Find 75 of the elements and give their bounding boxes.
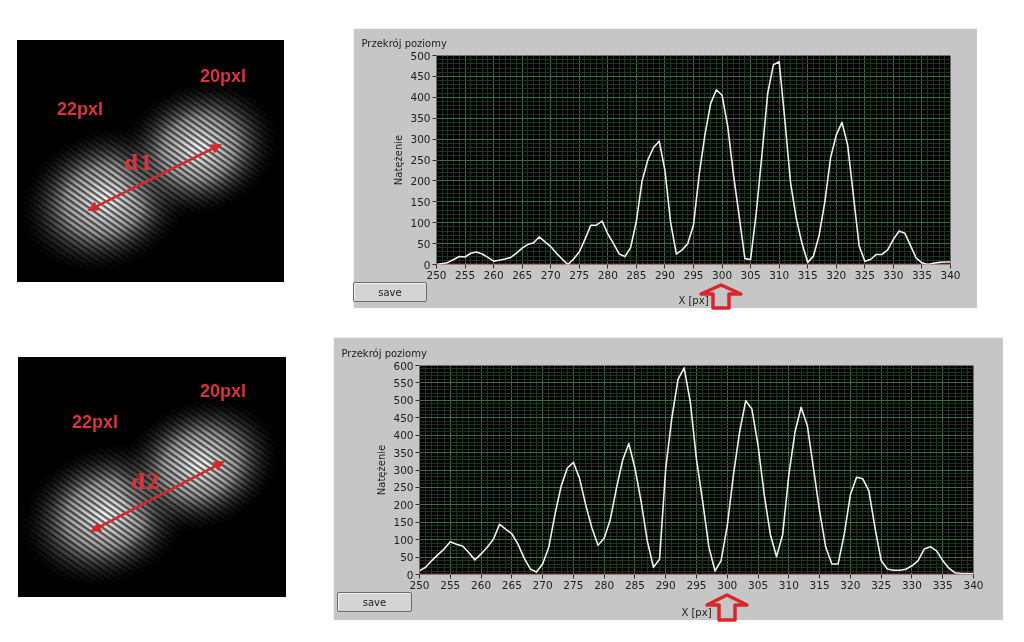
y-tick-label: 200 — [393, 498, 414, 511]
x-tick-label: 285 — [624, 578, 645, 591]
y-tick-label: 600 — [393, 359, 414, 372]
y-tick-label: 450 — [393, 411, 414, 424]
y-tick-label: 500 — [410, 49, 431, 62]
x-tick-label: 340 — [963, 578, 984, 591]
y-tick-label: 300 — [410, 133, 431, 146]
x-tick-label: 295 — [686, 578, 707, 591]
y-tick-label: 50 — [400, 551, 414, 564]
x-tick-label: 260 — [471, 578, 492, 591]
y-tick-label: 250 — [393, 481, 414, 494]
x-tick-label: 280 — [594, 578, 615, 591]
x-tick-label: 260 — [483, 268, 504, 281]
text: save — [337, 592, 412, 612]
y-tick-label: 350 — [410, 112, 431, 125]
x-tick-label: 335 — [911, 268, 932, 281]
x-tick-label: 300 — [717, 578, 738, 591]
text: 20pxl — [200, 66, 247, 86]
x-tick-label: 255 — [455, 268, 476, 281]
x-tick-label: 300 — [712, 268, 733, 281]
y-tick-label: 350 — [393, 446, 414, 459]
y-tick-label: 400 — [410, 91, 431, 104]
y-tick-label: 450 — [410, 70, 431, 83]
chart-title: Przekrój poziomy — [361, 38, 447, 49]
x-tick-label: 295 — [683, 268, 704, 281]
y-tick-label: 200 — [410, 174, 431, 187]
x-tick-label: 325 — [871, 578, 892, 591]
x-tick-label: 320 — [826, 268, 847, 281]
text: 22pxl — [57, 99, 104, 119]
x-axis-title: X [px] — [678, 294, 709, 306]
x-tick-label: 330 — [901, 578, 922, 591]
y-axis-title: Natężenie — [393, 134, 405, 186]
text: d2 — [131, 469, 161, 494]
x-tick-label: 330 — [883, 268, 904, 281]
x-tick-label: 305 — [740, 268, 761, 281]
x-tick-label: 325 — [854, 268, 875, 281]
y-axis-title: Natężenie — [376, 444, 388, 496]
y-tick-label: 100 — [393, 533, 414, 546]
y-tick-label: 0 — [423, 258, 431, 271]
x-tick-label: 335 — [932, 578, 953, 591]
y-tick-label: 0 — [406, 568, 414, 581]
y-tick-label: 250 — [410, 154, 431, 166]
y-tick-label: 100 — [410, 216, 431, 229]
x-axis-title: X [px] — [681, 606, 712, 618]
x-tick-label: 310 — [778, 578, 799, 591]
x-tick-label: 250 — [426, 268, 447, 281]
x-tick-label: 265 — [501, 578, 522, 591]
y-tick-label: 400 — [393, 429, 414, 442]
text: 22pxl — [72, 412, 119, 432]
chart-title: Przekrój poziomy — [341, 348, 427, 359]
y-tick-label: 150 — [410, 195, 431, 208]
y-tick-label: 50 — [417, 237, 431, 250]
y-tick-label: 150 — [393, 516, 414, 529]
x-tick-label: 265 — [512, 268, 533, 281]
x-tick-label: 270 — [532, 578, 553, 591]
x-tick-label: 275 — [563, 578, 584, 591]
x-tick-label: 275 — [569, 268, 590, 281]
x-tick-label: 310 — [769, 268, 790, 281]
x-tick-label: 340 — [940, 268, 961, 281]
y-tick-label: 300 — [393, 464, 414, 476]
x-tick-label: 315 — [797, 268, 818, 281]
x-tick-label: 320 — [840, 578, 861, 591]
text: d1 — [124, 150, 154, 175]
x-tick-label: 255 — [440, 578, 461, 591]
text: save — [353, 282, 427, 302]
y-tick-label: 550 — [393, 376, 414, 389]
x-tick-label: 270 — [540, 268, 561, 281]
x-tick-label: 315 — [809, 578, 830, 591]
x-tick-label: 290 — [655, 578, 676, 591]
x-tick-label: 280 — [597, 268, 618, 281]
x-tick-label: 285 — [626, 268, 647, 281]
text: 20pxl — [200, 381, 247, 401]
x-tick-label: 305 — [748, 578, 769, 591]
y-tick-label: 500 — [393, 394, 414, 407]
x-tick-label: 290 — [654, 268, 675, 281]
